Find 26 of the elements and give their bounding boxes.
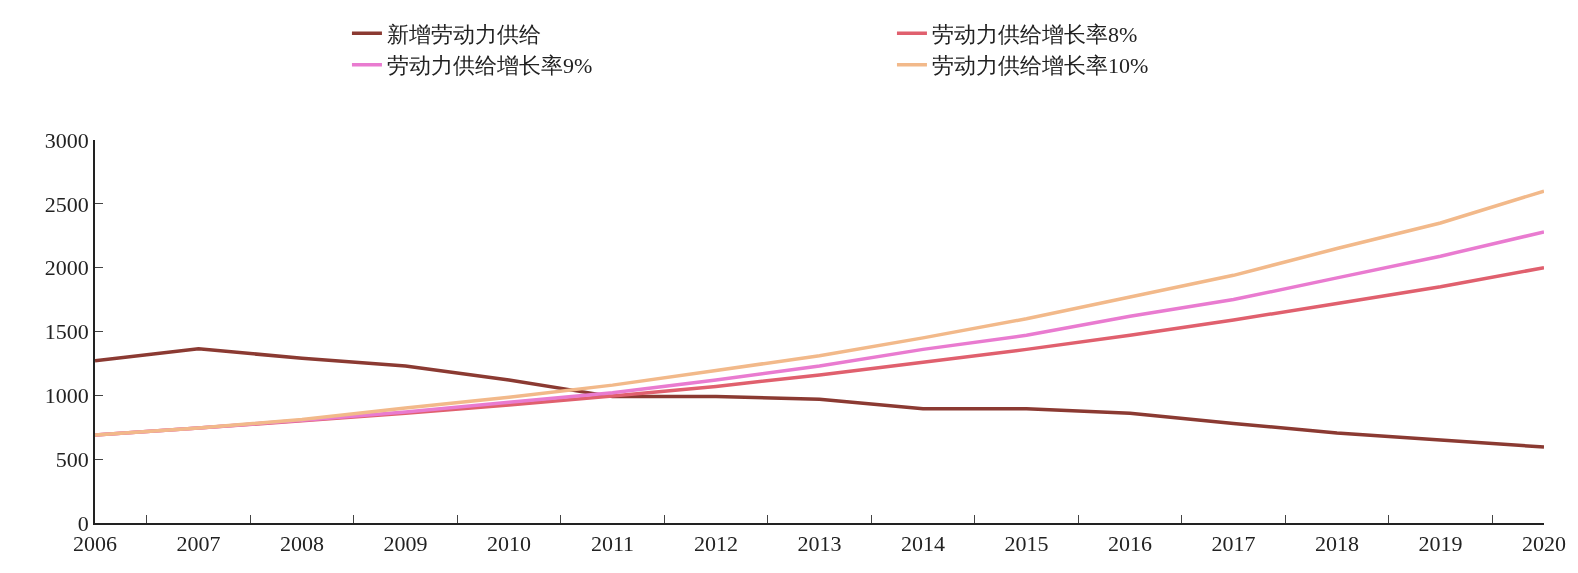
line-series <box>95 346 1544 449</box>
x-tick-label: 2012 <box>694 531 738 557</box>
y-tick-label: 1500 <box>44 319 89 345</box>
y-tick-label: 1000 <box>44 383 89 409</box>
y-tick-label: 2500 <box>44 191 89 217</box>
legend-label: 劳动力供给增长率9% <box>386 53 593 79</box>
y-tick-label: 3000 <box>44 127 89 153</box>
x-tick-label: 2014 <box>901 531 945 557</box>
x-tick-label: 2008 <box>280 531 324 557</box>
x-tick-label: 2010 <box>487 531 531 557</box>
line-series <box>95 189 1544 437</box>
x-tick-label: 2018 <box>1315 531 1359 557</box>
x-tick-label: 2017 <box>1211 531 1256 557</box>
x-tick-label: 2013 <box>797 531 842 557</box>
legend-label: 劳动力供给增长率8% <box>931 21 1138 47</box>
y-tick-label: 2000 <box>44 255 89 281</box>
legend-label: 新增劳动力供给 <box>386 21 541 47</box>
x-tick-label: 2007 <box>176 531 221 557</box>
x-tick-label: 2016 <box>1108 531 1152 557</box>
legend-label: 劳动力供给增长率10% <box>931 53 1149 79</box>
x-tick-label: 2020 <box>1522 531 1566 557</box>
x-tick-label: 2015 <box>1004 531 1049 557</box>
x-tick-label: 2009 <box>383 531 428 557</box>
x-tick-label: 2019 <box>1418 531 1463 557</box>
y-tick-label: 500 <box>55 446 89 472</box>
x-tick-label: 2011 <box>590 531 635 557</box>
